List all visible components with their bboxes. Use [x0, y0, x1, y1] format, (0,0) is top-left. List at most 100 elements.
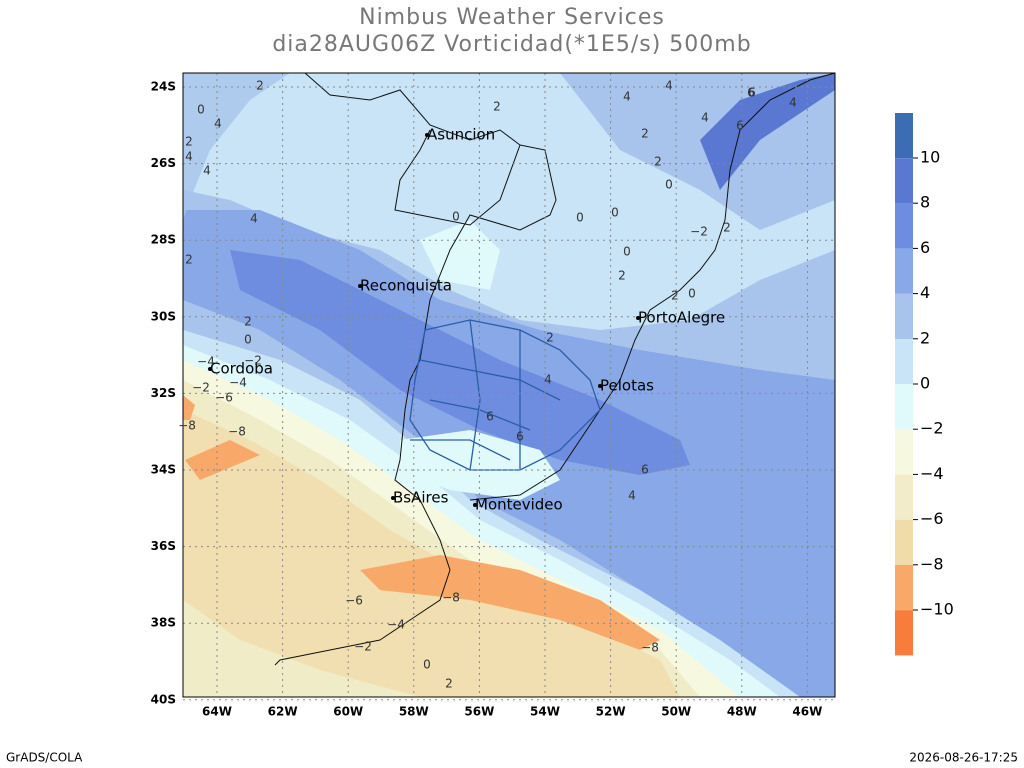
- contour-label: 4: [623, 90, 631, 104]
- footer-left: GrADS/COLA: [6, 751, 83, 765]
- colorbar-swatch: [895, 113, 913, 159]
- contour-label: −8: [178, 419, 196, 433]
- contour-label: 0: [665, 178, 673, 192]
- lon-label: 50W: [661, 705, 691, 719]
- contour-label: −2: [192, 381, 210, 395]
- contour-label: 6: [747, 86, 755, 100]
- contour-label: 0: [576, 211, 584, 225]
- contour-label: 4: [185, 150, 193, 164]
- title: Nimbus Weather Services: [359, 5, 665, 30]
- city-marker: [598, 384, 602, 388]
- borders: [409, 319, 601, 471]
- contour-label: −4: [229, 376, 247, 390]
- lon-label: 62W: [268, 705, 298, 719]
- colorbar-label: 6: [920, 238, 930, 257]
- contour-label: 2: [654, 155, 662, 169]
- city-label: Montevideo: [475, 496, 563, 514]
- contour-label: 2: [256, 79, 264, 93]
- contour-label: 2: [185, 253, 193, 267]
- colorbar-label: 4: [920, 283, 930, 302]
- lon-label: 58W: [399, 705, 429, 719]
- city-marker: [391, 496, 395, 500]
- contour-label: 2: [445, 677, 453, 691]
- lon-label: 52W: [596, 705, 626, 719]
- contour-label: 6: [486, 410, 494, 424]
- contour-label: 2: [618, 269, 626, 283]
- lon-label: 64W: [202, 705, 232, 719]
- contour-label: 2: [723, 221, 731, 235]
- lat-label: 32S: [151, 386, 176, 400]
- lat-label: 38S: [151, 616, 176, 630]
- colorbar-label: 10: [920, 148, 940, 167]
- lat-label: 40S: [151, 692, 176, 706]
- city-label: Asuncion: [427, 126, 495, 144]
- colorbar-label: −6: [920, 509, 944, 528]
- colorbar-swatch: [895, 519, 913, 565]
- contour-label: 0: [244, 333, 252, 347]
- city-marker: [425, 133, 429, 137]
- colorbar-label: −8: [920, 554, 944, 573]
- contour-label: 4: [628, 489, 636, 503]
- city-label: BsAires: [393, 489, 449, 507]
- graticule: [183, 73, 835, 701]
- contour-label: −8: [442, 591, 460, 605]
- contour-label: 2: [546, 331, 554, 345]
- contour-label: −4: [387, 618, 405, 632]
- colorbar-label: −10: [920, 600, 954, 619]
- contour-label: 4: [789, 96, 797, 110]
- colorbar-swatch: [895, 248, 913, 294]
- lon-label: 60W: [333, 705, 363, 719]
- coastline: [274, 72, 836, 666]
- contour-label: 6: [748, 86, 756, 100]
- colorbar-swatch: [895, 293, 913, 339]
- colorbar-swatch: [895, 565, 913, 611]
- lon-label: 56W: [464, 705, 494, 719]
- colorbar-label: −4: [920, 464, 944, 483]
- city-marker: [208, 367, 212, 371]
- city-label: Pelotas: [600, 377, 654, 395]
- contour-label: 4: [250, 212, 258, 226]
- contour-label: −2: [354, 640, 372, 654]
- contour-label: −8: [228, 425, 246, 439]
- colorbar-label: 0: [920, 374, 930, 393]
- contour-label: 2: [244, 315, 252, 329]
- city-marker: [636, 316, 640, 320]
- colorbar-swatch: [895, 203, 913, 249]
- city-label: Cordoba: [210, 360, 273, 378]
- contour-label: −4: [197, 355, 215, 369]
- contour-label: 6: [641, 463, 649, 477]
- colorbar-label: 8: [920, 193, 930, 212]
- contour-label: 0: [197, 103, 205, 117]
- lat-label: 34S: [151, 463, 176, 477]
- city-marker: [473, 503, 477, 507]
- contour-label: −6: [215, 391, 233, 405]
- contour-label: 4: [665, 79, 673, 93]
- lat-label: 36S: [151, 539, 176, 553]
- contour-label: 0: [452, 210, 460, 224]
- city-label: PortoAlegre: [638, 309, 725, 327]
- map-frame: [182, 72, 836, 698]
- colorbar-swatch: [895, 610, 913, 656]
- contour-label: −2: [690, 225, 708, 239]
- contour-label: 2: [493, 100, 501, 114]
- contour-label: 0: [623, 245, 631, 259]
- lat-label: 26S: [151, 156, 176, 170]
- colorbar-swatch: [895, 429, 913, 475]
- contour-label: 4: [203, 164, 211, 178]
- lon-label: 48W: [727, 705, 757, 719]
- contour-label: 6: [736, 119, 744, 133]
- contour-label: −6: [345, 594, 363, 608]
- lon-label: 46W: [792, 705, 822, 719]
- map-fill: [183, 73, 835, 697]
- colorbar-label: 2: [920, 328, 930, 347]
- contour-label: 0: [688, 287, 696, 301]
- contour-label: 4: [544, 373, 552, 387]
- contour-label: 4: [214, 117, 222, 131]
- contour-label: −8: [641, 641, 659, 655]
- contour-label: 0: [423, 658, 431, 672]
- colorbar-label: −2: [920, 419, 944, 438]
- city-label: Reconquista: [360, 277, 452, 295]
- subtitle: dia28AUG06Z Vorticidad(*1E5/s) 500mb: [272, 32, 751, 57]
- contour-label: 2: [185, 135, 193, 149]
